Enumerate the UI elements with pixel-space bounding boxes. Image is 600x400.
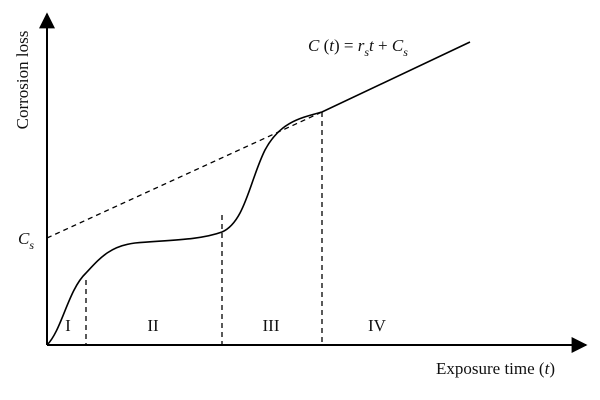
intercept-label: Cs (18, 229, 34, 252)
region-label: I (65, 316, 71, 335)
region-label: II (147, 316, 159, 335)
corrosion-curve (46, 41, 471, 346)
y-axis-label: Corrosion loss (13, 31, 32, 130)
asymptote (46, 111, 323, 239)
region-label: IV (368, 316, 387, 335)
region-label: III (263, 316, 280, 335)
equation: C (t) = rst + Cs (308, 36, 408, 59)
x-axis-label: Exposure time (t) (436, 359, 555, 378)
